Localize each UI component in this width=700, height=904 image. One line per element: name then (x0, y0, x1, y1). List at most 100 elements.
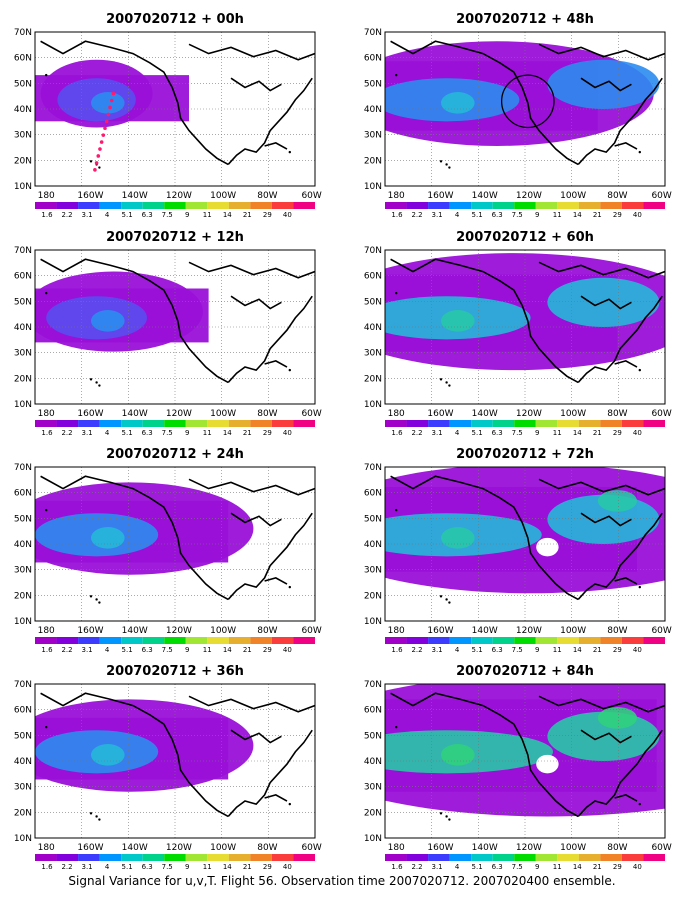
colorbar-swatch (293, 637, 315, 644)
colorbar-label: 40 (633, 863, 642, 871)
colorbar-label: 14 (573, 429, 582, 437)
longitude-label: 80W (257, 191, 277, 201)
colorbar-label: 4 (455, 429, 460, 437)
colorbar-swatch (207, 202, 229, 209)
colorbar-label: 40 (283, 646, 292, 654)
colorbar-label: 9 (185, 211, 189, 219)
colorbar-label: 11 (203, 211, 212, 219)
colorbar-label: 29 (613, 863, 622, 871)
colorbar-swatch (164, 202, 186, 209)
colorbar-label: 14 (573, 863, 582, 871)
longitude-label: 60W (651, 626, 671, 636)
colorbar-swatch (78, 637, 100, 644)
latitude-label: 60N (364, 272, 382, 282)
colorbar-swatch (385, 420, 407, 427)
colorbar-label: 9 (185, 863, 189, 871)
colorbar-swatch (142, 420, 165, 427)
latitude-label: 70N (364, 463, 382, 473)
colorbar-swatch (271, 202, 294, 209)
colorbar-swatch (207, 854, 229, 861)
map-frame (34, 466, 316, 622)
longitude-label: 160W (427, 191, 453, 201)
coastline (390, 258, 665, 387)
colorbar-label: 1.6 (41, 211, 53, 219)
colorbar-swatch (449, 854, 472, 861)
latitude-label: 70N (14, 28, 32, 38)
longitude-label: 160W (427, 409, 453, 419)
colorbar-label: 11 (553, 429, 562, 437)
colorbar-swatch (492, 420, 515, 427)
longitude-label: 80W (257, 843, 277, 853)
colorbar-label: 1.6 (41, 646, 53, 654)
colorbar-swatch (164, 637, 186, 644)
colorbar-swatch (207, 637, 229, 644)
colorbar-label: 5.1 (472, 863, 483, 871)
panel-title: 2007020712 + 12h (106, 230, 244, 245)
colorbar-swatch (643, 202, 665, 209)
colorbar-swatch (142, 854, 165, 861)
colorbar-label: 6.3 (492, 646, 503, 654)
figure-caption: Signal Variance for u,v,T. Flight 56. Ob… (68, 874, 615, 888)
longitude-label: 140W (472, 409, 498, 419)
colorbar-swatch (514, 420, 536, 427)
coastline (40, 692, 315, 821)
latitude-label: 30N (14, 131, 32, 141)
panel-title: 2007020712 + 36h (106, 664, 244, 679)
latitude-label: 50N (364, 297, 382, 307)
colorbar-label: 6.3 (492, 211, 503, 219)
colorbar-swatch (385, 202, 407, 209)
latitude-label: 70N (364, 246, 382, 256)
colorbar-label: 7.5 (162, 429, 173, 437)
colorbar-label: 4 (105, 863, 110, 871)
coastline (390, 40, 665, 169)
map-panel: 2007020712 + 00h 70N 60N 50N 40N 30N 20N 10N 180… (14, 12, 322, 219)
colorbar-label: 9 (535, 429, 539, 437)
colorbar-label: 6.3 (142, 863, 153, 871)
latitude-label: 60N (364, 54, 382, 64)
colorbar-label: 5.1 (122, 429, 133, 437)
colorbar-label: 1.6 (391, 646, 403, 654)
colorbar-label: 7.5 (512, 211, 523, 219)
colorbar-swatch (428, 202, 450, 209)
latitude-label: 70N (14, 463, 32, 473)
latitude-label: 70N (364, 28, 382, 38)
colorbar-swatch (535, 202, 558, 209)
longitude-label: 180 (388, 843, 405, 853)
colorbar-swatch (406, 202, 429, 209)
longitude-label: 140W (472, 626, 498, 636)
latitude-label: 10N (364, 617, 382, 627)
colorbar-label: 4 (455, 646, 460, 654)
colorbar-label: 5.1 (472, 646, 483, 654)
colorbar-label: 2.2 (411, 863, 422, 871)
colorbar-label: 29 (263, 646, 272, 654)
latitude-label: 30N (14, 349, 32, 359)
colorbar-swatch (121, 202, 143, 209)
colorbar-label: 40 (633, 646, 642, 654)
colorbar-swatch (99, 420, 122, 427)
colorbar-swatch (557, 854, 579, 861)
colorbar-swatch (56, 420, 79, 427)
longitude-label: 100W (210, 191, 236, 201)
colorbar-swatch (35, 854, 57, 861)
colorbar-swatch (406, 854, 429, 861)
colorbar-label: 40 (283, 863, 292, 871)
latitude-label: 10N (364, 400, 382, 410)
colorbar-label: 9 (185, 429, 189, 437)
colorbar-label: 14 (223, 863, 232, 871)
colorbar-label: 14 (223, 429, 232, 437)
longitude-label: 180 (38, 626, 55, 636)
longitude-label: 60W (301, 626, 321, 636)
latitude-label: 50N (14, 731, 32, 741)
latitude-label: 70N (14, 680, 32, 690)
latitude-label: 10N (364, 182, 382, 192)
colorbar-swatch (293, 420, 315, 427)
colorbar-swatch (293, 854, 315, 861)
latitude-label: 50N (364, 514, 382, 524)
colorbar-swatch (428, 637, 450, 644)
colorbar-swatch (621, 854, 644, 861)
colorbar-swatch (78, 420, 100, 427)
colorbar-swatch (228, 202, 251, 209)
colorbar-swatch (621, 202, 644, 209)
colorbar-swatch (185, 202, 208, 209)
map-panel: 2007020712 + 84h 70N 60N 50N 40N 30N 20N 10N 180… (364, 664, 672, 871)
